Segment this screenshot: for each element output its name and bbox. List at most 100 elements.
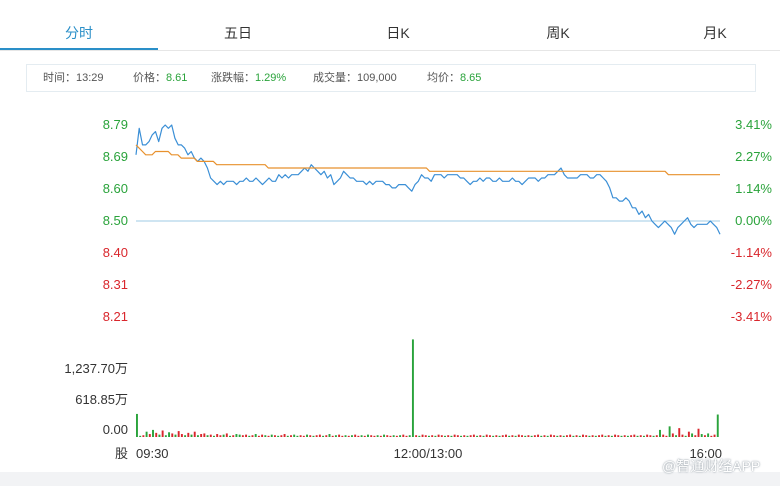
volume-bar xyxy=(373,435,376,437)
volume-bar xyxy=(164,435,167,437)
volume-bar xyxy=(630,435,633,437)
volume-bar xyxy=(257,435,260,437)
volume-bar xyxy=(328,434,331,437)
volume-bar xyxy=(238,434,241,437)
volume-unit-label: 股 xyxy=(115,446,128,461)
volume-bar xyxy=(533,435,536,437)
volume-bar xyxy=(594,435,597,437)
volume-bar xyxy=(607,435,610,437)
volume-bar xyxy=(463,435,466,437)
volume-bar xyxy=(633,434,636,437)
volume-bar xyxy=(671,433,674,437)
volume-bar xyxy=(190,434,193,437)
price-series-line xyxy=(135,124,721,235)
volume-bar xyxy=(479,435,482,437)
volume-bar xyxy=(325,435,328,437)
volume-bar xyxy=(421,434,424,437)
change-value: 1.29% xyxy=(255,72,287,84)
volume-bar xyxy=(177,431,180,437)
volume-bar xyxy=(411,339,414,437)
volume-bar xyxy=(431,435,434,437)
volume-bar xyxy=(209,434,212,437)
volume-bar xyxy=(428,435,430,437)
volume-bar xyxy=(675,435,678,437)
volume-bar xyxy=(161,430,164,437)
volume-bar xyxy=(171,433,174,437)
volume-bar xyxy=(296,435,299,437)
volume-bar xyxy=(270,434,273,437)
volume-bar xyxy=(318,434,321,437)
tab-intraday[interactable]: 分时 xyxy=(0,0,158,50)
volume-bar xyxy=(213,435,215,437)
volume-bar xyxy=(447,435,450,437)
quote-info-bar: 时间：13:29 价格：8.61 涨跌幅：1.29% 成交量：109,000 均… xyxy=(26,64,756,92)
volume-bar xyxy=(540,435,543,437)
volume-bar xyxy=(136,413,138,437)
volume-bar xyxy=(543,435,546,437)
volume-bar xyxy=(367,434,369,437)
volume-bar xyxy=(482,435,485,437)
volume-bar xyxy=(530,435,533,437)
volume-bar xyxy=(184,435,187,437)
volume-bar xyxy=(280,435,283,437)
chart-svg: 8.79 8.69 8.60 8.50 8.40 8.31 8.21 3.41% 2.27% 1.… xyxy=(64,117,773,461)
volume-bar xyxy=(614,434,617,437)
y-right-tick-label: 2.27% xyxy=(735,149,772,164)
volume-bar xyxy=(527,435,530,437)
volume-bar xyxy=(662,434,665,437)
volume-bar xyxy=(517,434,520,437)
volume-bar xyxy=(678,428,681,437)
volume-bar xyxy=(703,435,706,437)
volume-bar xyxy=(649,435,652,437)
change-label: 涨跌幅： xyxy=(211,72,255,84)
volume-bar xyxy=(572,435,575,437)
volume-bar xyxy=(575,435,578,437)
volume-bar xyxy=(556,435,559,437)
volume-bar xyxy=(707,433,710,437)
volume-bar xyxy=(347,435,350,437)
tab-five-day[interactable]: 五日 xyxy=(224,25,252,41)
volume-bar xyxy=(639,435,642,437)
volume-tick-label: 1,237.70万 xyxy=(64,361,128,376)
volume-bar xyxy=(363,435,366,437)
volume-tick-label: 0.00 xyxy=(103,422,128,437)
tab-daily-k[interactable]: 日K xyxy=(386,25,410,41)
intraday-chart[interactable]: 8.79 8.69 8.60 8.50 8.40 8.31 8.21 3.41% 2.27% 1.… xyxy=(0,100,780,472)
volume-bar xyxy=(341,435,344,437)
tab-monthly-k[interactable]: 月K xyxy=(703,25,727,41)
volume-bar xyxy=(710,435,713,437)
y-left-tick-label: 8.60 xyxy=(103,181,128,196)
volume-bar xyxy=(700,434,703,437)
volume-bar xyxy=(485,434,488,437)
avg-label: 均价： xyxy=(427,72,460,84)
y-right-tick-label: -1.14% xyxy=(731,245,773,260)
volume-bar xyxy=(668,426,671,437)
footer-strip xyxy=(0,472,780,486)
volume-bar xyxy=(456,435,459,437)
volume-bar xyxy=(508,435,511,437)
volume-bar xyxy=(383,434,386,437)
volume-bar xyxy=(687,431,690,437)
volume-bar xyxy=(350,435,353,437)
volume-bar xyxy=(559,435,562,437)
volume-bar xyxy=(652,435,655,437)
volume-tick-label: 618.85万 xyxy=(75,392,128,407)
time-label: 时间： xyxy=(43,72,76,84)
volume-bar xyxy=(168,432,171,437)
volume-bar xyxy=(604,435,607,437)
volume-bar xyxy=(229,435,231,437)
volume-bar xyxy=(495,435,498,437)
volume-bar xyxy=(617,435,620,437)
volume-bar xyxy=(492,435,495,437)
tab-weekly-k[interactable]: 周K xyxy=(546,25,570,41)
volume-bar xyxy=(379,435,382,437)
volume-bar xyxy=(357,435,360,437)
volume-bar xyxy=(235,434,238,437)
volume-bar xyxy=(694,435,697,437)
volume-bar xyxy=(591,435,594,437)
volume-bar xyxy=(415,435,418,437)
y-right-tick-label: 3.41% xyxy=(735,117,772,132)
volume-bar xyxy=(286,435,289,437)
volume-bar xyxy=(626,435,629,437)
volume-bar xyxy=(145,431,148,437)
